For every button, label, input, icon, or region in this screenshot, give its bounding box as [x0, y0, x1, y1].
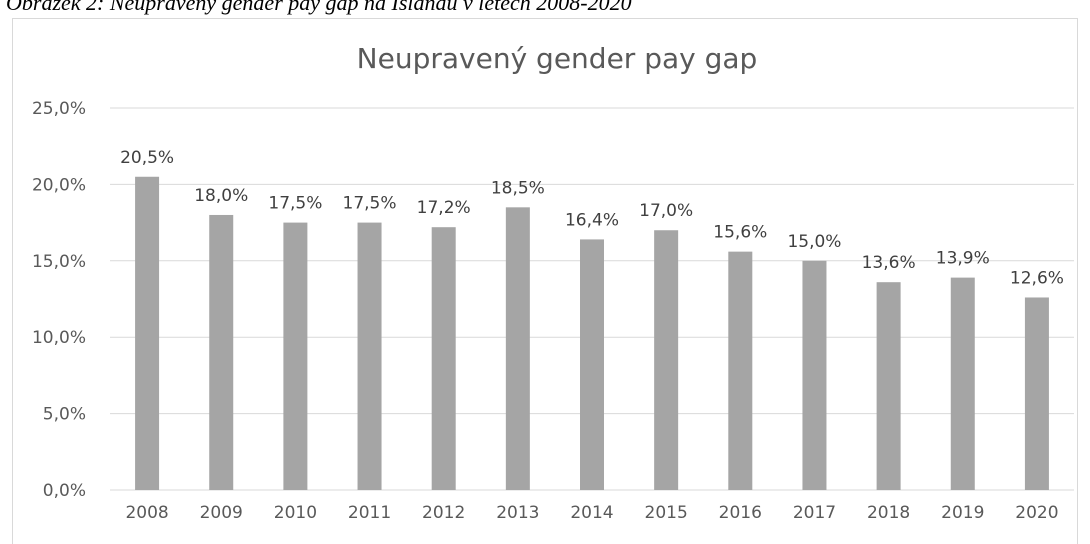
- value-label: 18,5%: [491, 178, 545, 198]
- value-label: 17,5%: [343, 194, 397, 214]
- chart-title: Neupravený gender pay gap: [357, 42, 758, 75]
- x-tick-label: 2009: [200, 503, 243, 523]
- bar: [654, 230, 679, 491]
- value-label: 15,6%: [713, 223, 767, 243]
- bar: [431, 227, 456, 490]
- x-tick-label: 2015: [645, 503, 688, 523]
- x-tick-label: 2008: [125, 503, 168, 523]
- x-tick-label: 2010: [274, 503, 317, 523]
- y-tick-label: 5,0%: [43, 405, 86, 425]
- x-tick-label: 2018: [867, 503, 910, 523]
- bar: [802, 260, 827, 490]
- value-label: 17,5%: [268, 194, 322, 214]
- bar: [209, 214, 234, 490]
- value-label: 15,0%: [787, 232, 841, 252]
- y-tick-label: 10,0%: [32, 328, 86, 348]
- x-tick-label: 2017: [793, 503, 836, 523]
- y-tick-label: 15,0%: [32, 252, 86, 272]
- bar: [505, 207, 530, 490]
- value-label: 16,4%: [565, 210, 619, 230]
- value-label: 13,9%: [936, 249, 990, 269]
- value-label: 17,0%: [639, 201, 693, 221]
- x-tick-label: 2014: [570, 503, 613, 523]
- bar: [876, 282, 901, 490]
- value-label: 18,0%: [194, 186, 248, 206]
- y-tick-label: 20,0%: [32, 175, 86, 195]
- bar: [728, 251, 753, 490]
- x-tick-label: 2012: [422, 503, 465, 523]
- x-tick-label: 2019: [941, 503, 984, 523]
- bar: [950, 277, 975, 490]
- y-tick-label: 25,0%: [32, 99, 86, 119]
- bar: [580, 239, 604, 490]
- bar: [1024, 297, 1049, 490]
- bar: [135, 176, 160, 490]
- x-tick-label: 2013: [496, 503, 539, 523]
- value-label: 20,5%: [120, 148, 174, 168]
- y-tick-label: 0,0%: [43, 481, 86, 501]
- x-tick-label: 2020: [1015, 503, 1058, 523]
- value-label: 13,6%: [862, 253, 916, 273]
- value-label: 17,2%: [417, 198, 471, 218]
- bar: [283, 222, 308, 490]
- caption: Obrázek 2: Neupravený gender pay gap na …: [6, 0, 632, 15]
- x-tick-label: 2016: [719, 503, 762, 523]
- chart-frame: [12, 18, 1078, 544]
- value-label: 12,6%: [1010, 268, 1064, 288]
- x-tick-label: 2011: [348, 503, 391, 523]
- bar: [357, 222, 382, 490]
